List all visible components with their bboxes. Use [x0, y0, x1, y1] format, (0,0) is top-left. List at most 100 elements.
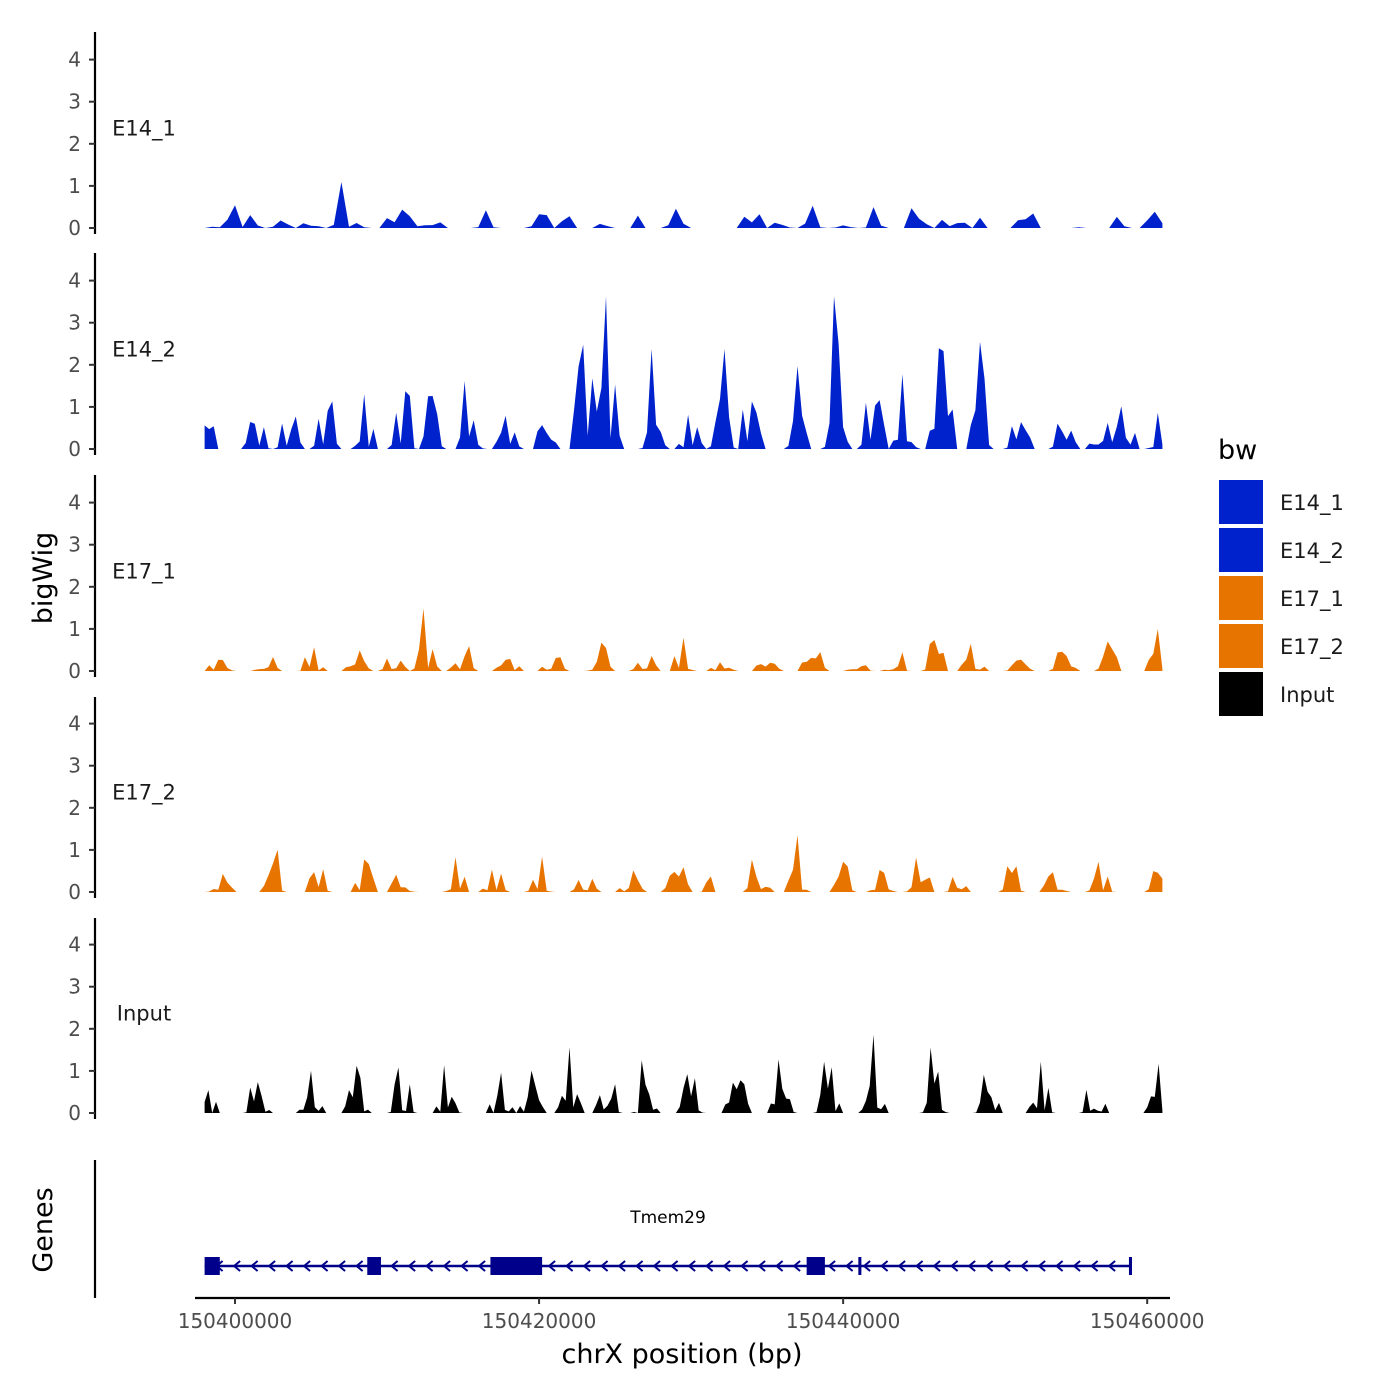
y-tick-label: 1	[68, 395, 81, 419]
legend-swatch	[1219, 480, 1263, 524]
strand-arrow	[967, 1260, 976, 1272]
strand-arrow	[232, 1260, 241, 1272]
strand-arrow	[617, 1260, 626, 1272]
y-tick-label: 3	[68, 975, 81, 999]
y-tick-label: 3	[68, 90, 81, 114]
strand-arrow	[425, 1260, 434, 1272]
strand-arrow	[1072, 1260, 1081, 1272]
y-tick-label: 2	[68, 796, 81, 820]
legend-swatch	[1219, 528, 1263, 572]
gene-exon	[858, 1257, 862, 1275]
strand-arrow	[722, 1260, 731, 1272]
y-tick-label: 4	[68, 933, 81, 957]
coverage-area	[204, 182, 1163, 228]
y-tick-label: 3	[68, 311, 81, 335]
y-tick-label: 2	[68, 1017, 81, 1041]
strand-arrow	[1107, 1260, 1116, 1272]
legend-item-e17-1: E17_1	[1219, 576, 1344, 620]
legend-item-e14-1: E14_1	[1219, 480, 1344, 524]
strand-arrow	[1020, 1260, 1029, 1272]
y-tick-label: 4	[68, 48, 81, 72]
legend-item-e14-2: E14_2	[1219, 528, 1344, 572]
y-tick-label: 1	[68, 174, 81, 198]
y-tick-label: 2	[68, 132, 81, 156]
strand-arrow	[407, 1260, 416, 1272]
strand-arrow	[652, 1260, 661, 1272]
strand-arrow	[582, 1260, 591, 1272]
track-input: 0 1 2 3 4 Input	[68, 918, 1163, 1125]
legend: bw E14_1 E14_2 E17_1 E17_2 Input	[1218, 435, 1344, 716]
strand-arrow	[302, 1260, 311, 1272]
x-tick-label: 150440000	[786, 1309, 901, 1333]
strand-arrow	[827, 1260, 836, 1272]
gene-exon	[1128, 1257, 1132, 1275]
strand-arrow	[897, 1260, 906, 1272]
coverage-area	[204, 835, 1163, 892]
gene-model-tmem29	[204, 1257, 1132, 1275]
strand-arrow	[1037, 1260, 1046, 1272]
y-tick-label: 2	[68, 575, 81, 599]
strand-arrow	[337, 1260, 346, 1272]
legend-label: Input	[1280, 683, 1334, 707]
track-e14-2: 0 1 2 3 4 E14_2	[68, 253, 1163, 461]
strand-arrow	[932, 1260, 941, 1272]
coverage-area	[204, 1034, 1163, 1113]
y-tick-label: 4	[68, 491, 81, 515]
y-tick-label: 3	[68, 533, 81, 557]
tracks-layer: 0 1 2 3 4 E14_1 0 1 2 3 4 E14_2 0 1 2 3 4 E17_1 0 1 2 3 4 E17_2…	[68, 32, 1163, 1125]
strand-arrow	[267, 1260, 276, 1272]
y-tick-label: 0	[68, 659, 81, 683]
gene-exon	[490, 1257, 543, 1275]
gene-exon	[367, 1257, 381, 1275]
legend-swatch	[1219, 576, 1263, 620]
y-tick-label: 4	[68, 269, 81, 293]
strand-arrow	[705, 1260, 714, 1272]
track-e17-2: 0 1 2 3 4 E17_2	[68, 697, 1163, 904]
strand-arrow	[740, 1260, 749, 1272]
track-label: E17_1	[112, 559, 176, 584]
coverage-area	[204, 608, 1163, 671]
strand-arrow	[845, 1260, 854, 1272]
gene-exon	[806, 1257, 825, 1275]
legend-item-input: Input	[1219, 672, 1334, 716]
x-axis-title: chrX position (bp)	[561, 1339, 802, 1370]
x-tick-label: 150460000	[1090, 1309, 1205, 1333]
y-tick-label: 0	[68, 437, 81, 461]
strand-arrow	[547, 1260, 556, 1272]
strand-arrow	[985, 1260, 994, 1272]
coverage-area	[204, 296, 1163, 449]
strand-arrow	[775, 1260, 784, 1272]
y-tick-label: 0	[68, 216, 81, 240]
y-tick-label: 4	[68, 712, 81, 736]
y-tick-label: 3	[68, 754, 81, 778]
track-label: E14_2	[112, 337, 176, 362]
strand-arrow	[565, 1260, 574, 1272]
strand-arrow	[1002, 1260, 1011, 1272]
strand-arrow	[862, 1260, 871, 1272]
genes-track-title: Genes	[28, 1187, 59, 1272]
strand-arrow	[390, 1260, 399, 1272]
strand-arrow	[757, 1260, 766, 1272]
y-tick-label: 2	[68, 353, 81, 377]
track-e17-1: 0 1 2 3 4 E17_1	[68, 475, 1163, 683]
strand-arrow	[442, 1260, 451, 1272]
y-tick-label: 1	[68, 617, 81, 641]
genes-track: Genes Tmem29	[28, 1160, 1132, 1298]
y-tick-label: 1	[68, 838, 81, 862]
strand-arrow	[460, 1260, 469, 1272]
track-label: Input	[117, 1001, 171, 1025]
strand-arrow	[355, 1260, 364, 1272]
strand-arrow	[880, 1260, 889, 1272]
legend-item-e17-2: E17_2	[1219, 624, 1344, 668]
track-label: E14_1	[112, 116, 176, 141]
strand-arrow	[600, 1260, 609, 1272]
strand-arrow	[477, 1260, 486, 1272]
strand-arrow	[687, 1260, 696, 1272]
x-tick-label: 150400000	[178, 1309, 293, 1333]
legend-label: E14_2	[1280, 539, 1344, 564]
strand-arrow	[285, 1260, 294, 1272]
y-tick-label: 0	[68, 1101, 81, 1125]
gene-exon	[204, 1257, 220, 1275]
x-axis: 150400000 150420000 150440000 150460000 chr…	[178, 1296, 1205, 1370]
